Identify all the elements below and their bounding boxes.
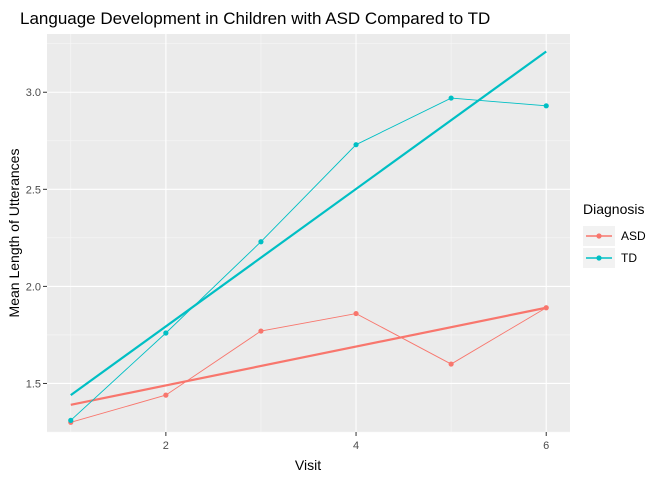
asd-legend-label: ASD — [621, 229, 646, 243]
x-tick-label: 4 — [353, 440, 359, 452]
x-axis-title: Visit — [295, 457, 321, 473]
x-axis-ticks: 2 4 6 — [163, 432, 549, 452]
asd-trend-line — [70, 306, 547, 406]
trend-lines — [70, 50, 547, 406]
y-axis-title: Mean Length of Utterances — [6, 149, 22, 318]
series-lines — [70, 97, 547, 423]
asd-legend-marker — [596, 233, 602, 239]
td-legend-label: TD — [621, 251, 637, 265]
td-legend-marker — [596, 255, 602, 261]
asd-series-line — [70, 307, 547, 423]
asd-data-point — [543, 305, 549, 311]
asd-data-point — [448, 361, 454, 367]
x-tick-label: 2 — [163, 440, 169, 452]
legend-title: Diagnosis — [583, 201, 644, 217]
legend: Diagnosis ASD TD — [583, 201, 646, 268]
y-tick-label: 2.0 — [26, 281, 41, 293]
y-tick-label: 1.5 — [26, 378, 41, 390]
td-data-point — [68, 417, 74, 423]
td-data-point — [163, 330, 169, 336]
y-tick-label: 3.0 — [26, 87, 41, 99]
asd-data-point — [353, 310, 359, 317]
td-data-point — [543, 103, 549, 109]
x-tick-label: 6 — [543, 440, 549, 452]
asd-data-point — [258, 328, 264, 334]
plot-panel — [47, 34, 570, 432]
data-points — [68, 95, 549, 425]
y-axis-ticks: 1.5 2.0 2.5 3.0 — [26, 87, 47, 390]
td-data-point — [258, 239, 264, 245]
chart-title: Language Development in Children with AS… — [20, 9, 490, 28]
td-data-point — [353, 142, 359, 148]
grid — [47, 34, 570, 433]
td-series-line — [70, 97, 547, 421]
td-data-point — [448, 95, 454, 101]
y-tick-label: 2.5 — [26, 184, 41, 196]
td-trend-line — [70, 50, 547, 397]
asd-data-point — [163, 392, 169, 398]
